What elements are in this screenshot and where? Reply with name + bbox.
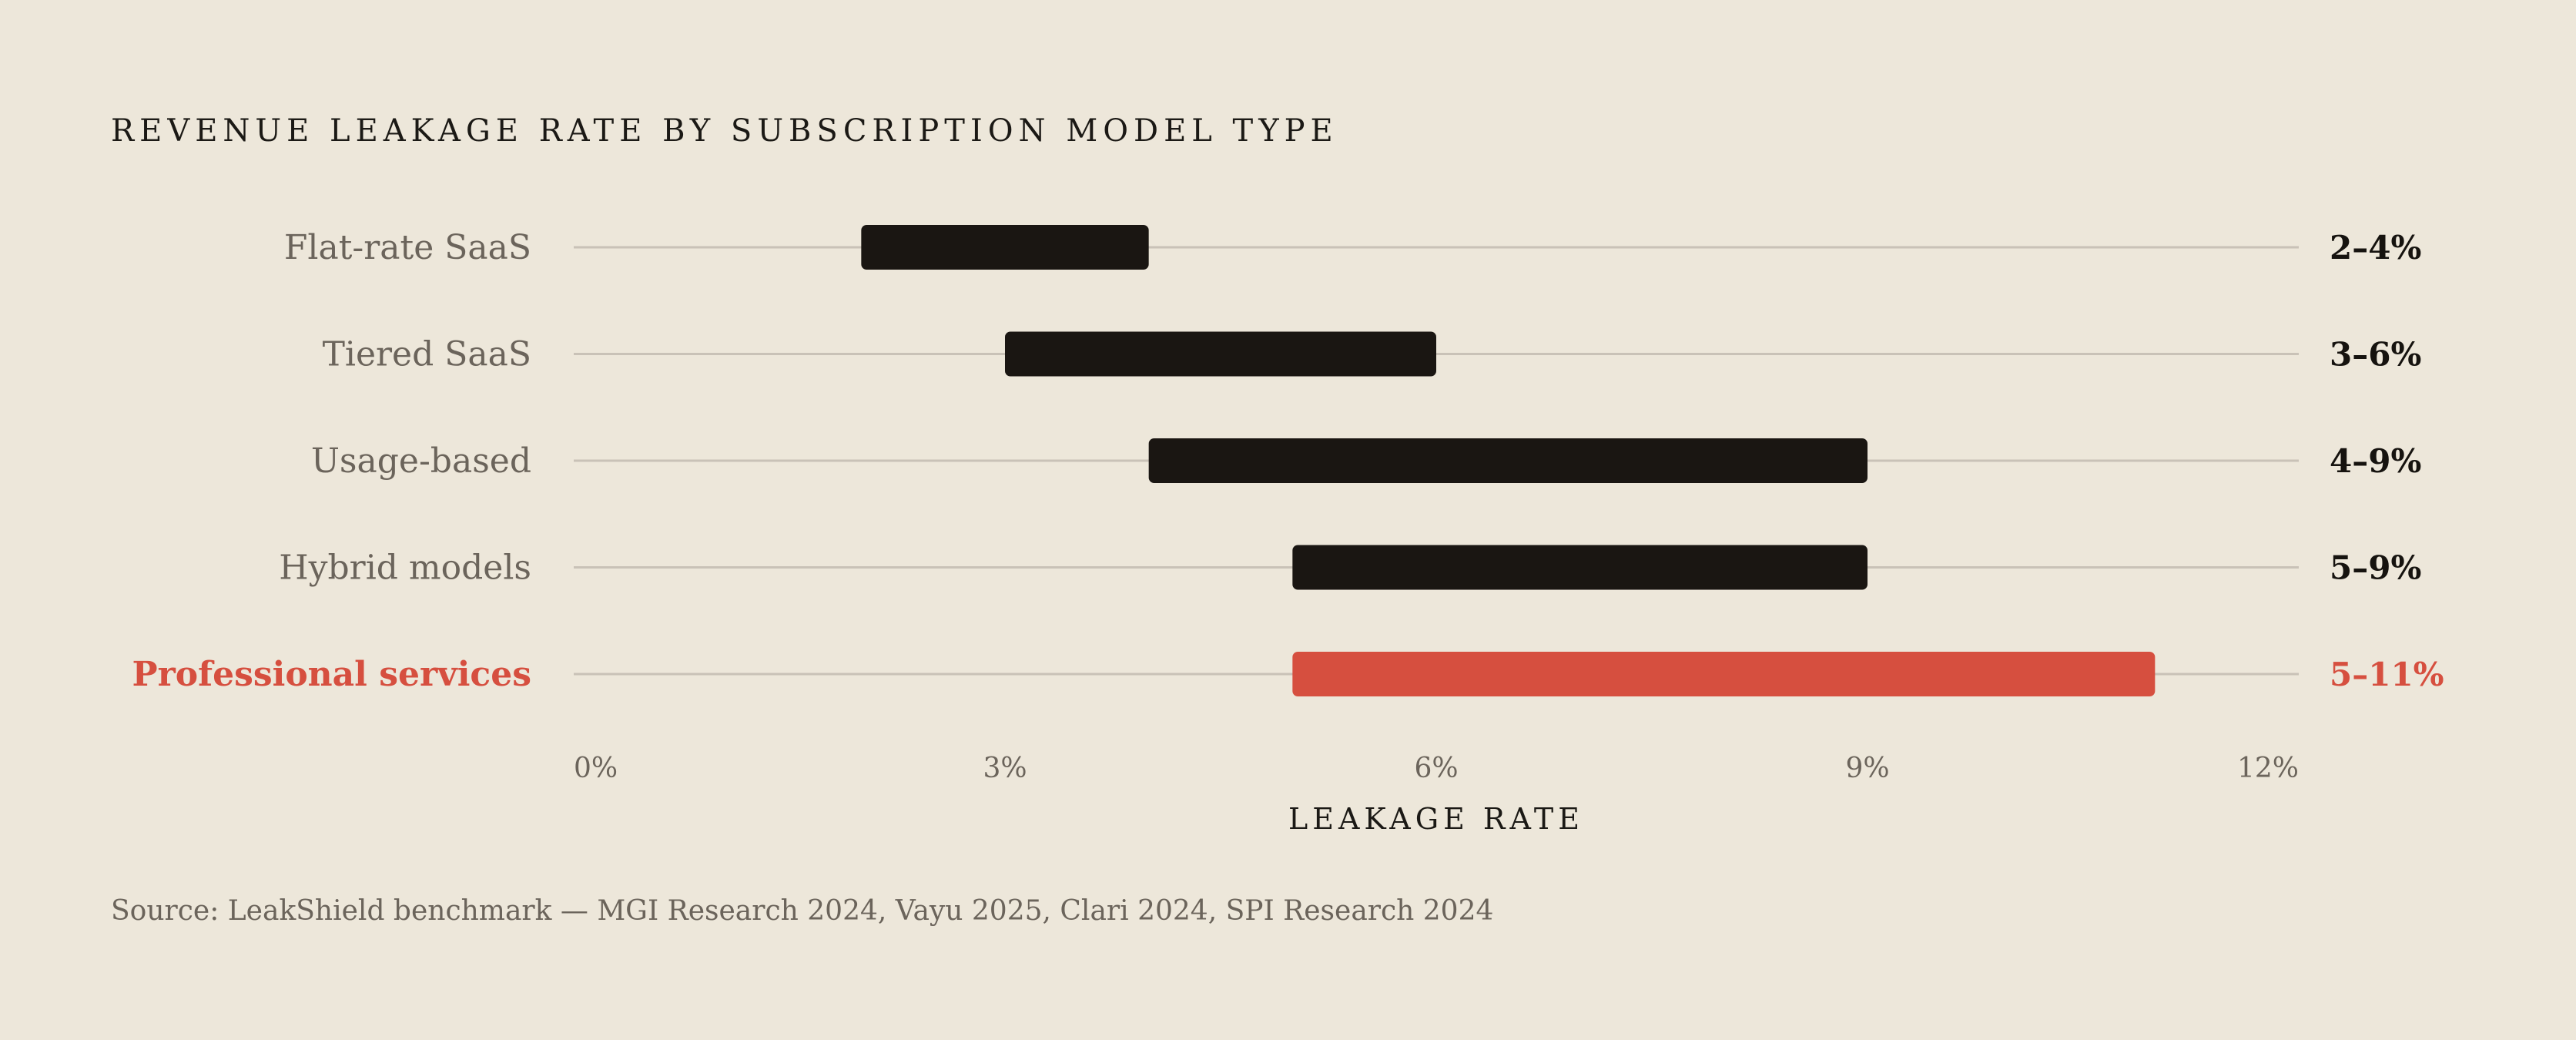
category-label: Tiered SaaS [323, 335, 531, 374]
x-tick-label: 0% [574, 753, 618, 784]
x-tick-label: 12% [2237, 753, 2299, 784]
x-tick-label: 9% [1845, 753, 1889, 784]
source-note: Source: LeakShield benchmark — MGI Resea… [111, 895, 1493, 927]
range-value-label: 3–6% [2330, 336, 2421, 374]
chart-rows: Flat-rate SaaS 2–4% Tiered SaaS 3–6% Usage-b… [132, 225, 2444, 696]
range-bar [861, 225, 1149, 270]
x-tick-label: 6% [1414, 753, 1458, 784]
range-bar [1292, 545, 1868, 590]
chart-row: Professional services 5–11% [132, 652, 2444, 696]
range-value-label: 4–9% [2330, 442, 2421, 480]
range-value-label: 5–11% [2330, 656, 2444, 693]
range-bar [1148, 438, 1868, 483]
range-bar [1292, 652, 2156, 696]
category-label: Professional services [132, 655, 531, 694]
x-axis-ticks: 0% 3% 6% 9% 12% [574, 753, 2299, 784]
category-label: Usage-based [311, 441, 531, 481]
chart-row: Usage-based 4–9% [311, 438, 2421, 483]
chart-row: Tiered SaaS 3–6% [323, 331, 2421, 377]
range-value-label: 5–9% [2330, 549, 2421, 587]
range-bar [1005, 331, 1436, 377]
chart-row: Hybrid models 5–9% [279, 545, 2421, 590]
category-label: Flat-rate SaaS [284, 228, 531, 267]
range-value-label: 2–4% [2330, 229, 2421, 267]
x-axis-title: LEAKAGE RATE [1288, 802, 1584, 836]
chart-title: REVENUE LEAKAGE RATE BY SUBSCRIPTION MOD… [111, 113, 1338, 149]
category-label: Hybrid models [279, 549, 531, 588]
chart-row: Flat-rate SaaS 2–4% [284, 225, 2421, 270]
x-tick-label: 3% [983, 753, 1027, 784]
